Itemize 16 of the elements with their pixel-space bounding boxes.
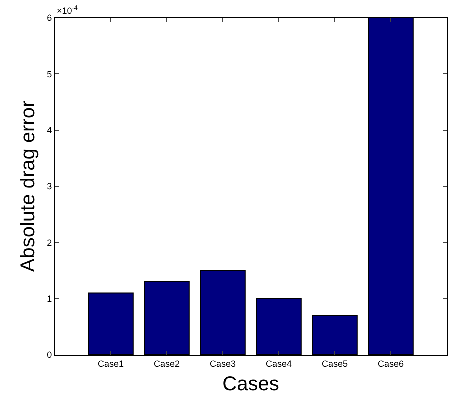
x-tick-label: Case5 bbox=[322, 358, 348, 369]
y-tick-label: 3 bbox=[47, 182, 52, 192]
y-tick-label: 2 bbox=[47, 238, 52, 248]
y-tick-label: 5 bbox=[47, 69, 52, 80]
y-tick-label: 0 bbox=[47, 350, 52, 360]
y-tick-label: 6 bbox=[47, 13, 52, 24]
x-axis-title: Cases bbox=[222, 373, 280, 396]
x-tick-label: Case6 bbox=[378, 358, 404, 369]
y-tick-label: 1 bbox=[47, 294, 52, 304]
x-tick-label: Case1 bbox=[98, 358, 124, 369]
x-tick-label: Case4 bbox=[266, 358, 292, 369]
x-tick-label: Case3 bbox=[210, 358, 236, 369]
text: ×10$^{-4}$ bbox=[57, 5, 78, 16]
x-tick-label: Case2 bbox=[154, 358, 180, 369]
y-tick-label: 4 bbox=[47, 125, 52, 136]
y-axis-title: Absolute drag error bbox=[18, 100, 40, 272]
